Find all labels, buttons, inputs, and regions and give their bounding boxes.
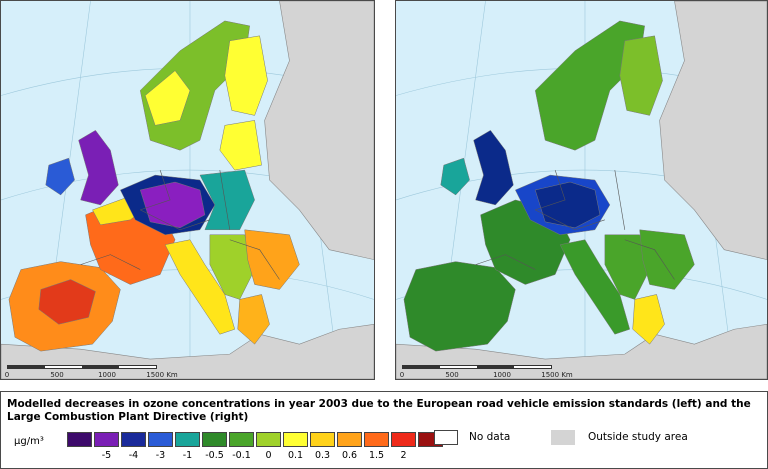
color-scale-label: 0.6 [341,450,358,461]
color-swatch [364,432,389,447]
border-lines [475,170,675,280]
color-scale-label: -5 [101,450,112,461]
region-finland [224,35,268,116]
region-finland [619,35,663,116]
scale-tick: 500 [445,371,459,379]
legend-unit: µg/m³ [14,436,44,447]
region-uk [473,129,514,206]
color-scale-label: 0 [265,450,272,461]
map-left-road-vehicle: 0 500 1000 1500 Km [0,0,375,380]
color-swatch [283,432,308,447]
color-swatch [148,432,173,447]
color-scale-label: -0.5 [205,450,224,461]
region-central-europe [534,181,601,229]
color-swatch [67,432,92,447]
border-lines [80,170,280,280]
map-right-svg [396,1,767,379]
region-norway-south [144,70,191,126]
scale-tick: 1500 Km [146,371,178,379]
regions-left [8,20,300,352]
region-ireland [45,157,75,196]
scale-tick: 0 [399,371,405,379]
scale-tick: 1000 [493,371,511,379]
region-italy [559,239,631,335]
outside-area-label: Outside study area [588,431,688,443]
region-greece [237,294,270,345]
scale-tick: 1000 [98,371,116,379]
color-scale-label: -1 [182,450,193,461]
scale-tick: 1500 Km [541,371,573,379]
no-data-label: No data [469,431,511,443]
color-swatch [94,432,119,447]
region-poland [199,169,255,231]
scale-tick: 500 [50,371,64,379]
region-romania [244,229,300,290]
color-swatch [391,432,416,447]
region-italy [164,239,236,335]
color-scale-labels: -5 -4 -3 -1 -0.5 -0.1 0 0.1 0.3 0.6 1.5 2 [67,450,407,462]
color-scale-label: 0.3 [314,450,331,461]
outside-area-swatch [551,430,575,445]
color-swatch [310,432,335,447]
color-scale-label: 1.5 [368,450,385,461]
region-greece [632,294,665,345]
region-iberia-core [38,279,96,325]
region-iberia [403,261,516,352]
color-scale-label: 0.1 [287,450,304,461]
legend-title: Modelled decreases in ozone concentratio… [7,398,751,423]
color-swatch [202,432,227,447]
map-legend: Modelled decreases in ozone concentratio… [0,391,768,469]
regions-right [403,20,695,352]
color-scale-label: -0.1 [232,450,251,461]
color-scale [67,432,445,447]
region-romania [639,229,695,290]
map-left-svg [1,1,374,379]
color-scale-label: 2 [400,450,407,461]
region-uk [78,129,119,206]
color-swatch [337,432,362,447]
region-ireland [440,157,470,196]
color-scale-label: -3 [155,450,166,461]
color-swatch [121,432,146,447]
color-swatch [256,432,281,447]
region-baltics [219,120,262,171]
no-data-swatch [434,430,458,445]
scale-tick: 0 [4,371,10,379]
region-central-europe [139,181,206,229]
color-scale-label: -4 [128,450,139,461]
map-right-lcp-directive: 0 500 1000 1500 Km [395,0,768,380]
color-swatch [229,432,254,447]
color-swatch [175,432,200,447]
